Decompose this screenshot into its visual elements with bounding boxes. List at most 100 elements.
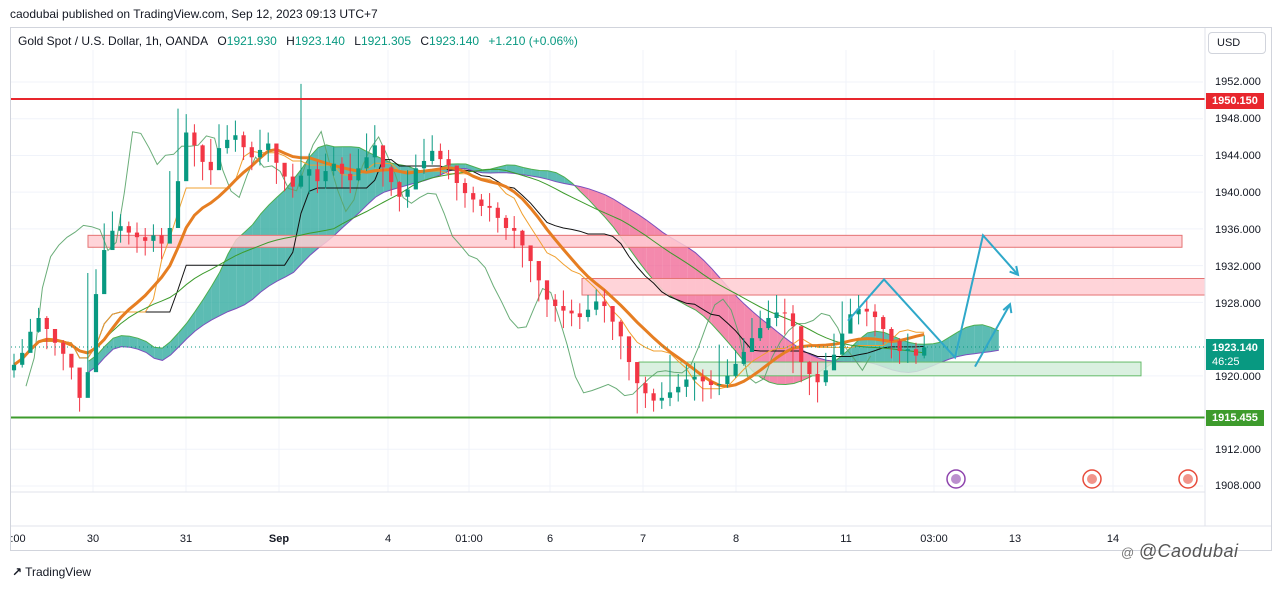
x-tick-label: 14	[1106, 533, 1120, 545]
ichimoku-cloud-segment	[547, 170, 557, 182]
forecast-path-line	[974, 303, 1011, 368]
symbol-name[interactable]: Gold Spot / U.S. Dollar, 1h, OANDA	[18, 34, 209, 48]
last-price-tag: 1923.140 46:25	[1206, 339, 1264, 370]
candle-body	[913, 349, 919, 356]
candle-body	[495, 207, 500, 218]
ichimoku-cloud-segment	[178, 322, 188, 347]
x-tick-label: 7	[639, 533, 647, 545]
watermark-icon: @	[1121, 545, 1135, 560]
candle-body	[421, 160, 427, 169]
candle-body	[307, 169, 312, 176]
candle-body	[561, 306, 566, 311]
ichimoku-cloud-segment	[982, 324, 991, 353]
candle-body	[774, 312, 779, 318]
x-tick-label: 6	[546, 533, 554, 545]
candle-body	[143, 237, 148, 241]
candle-body	[389, 167, 394, 183]
candle-body	[733, 363, 738, 376]
ichimoku-cloud-segment	[515, 165, 524, 175]
publisher-caption: caodubai published on TradingView.com, S…	[10, 7, 378, 21]
ichimoku-cloud-segment	[170, 332, 179, 356]
candle-body	[684, 379, 689, 387]
ichimoku-cloud-segment	[490, 166, 499, 174]
candle-body	[380, 145, 386, 168]
ichimoku-cloud-segment	[457, 163, 466, 169]
candle-body	[216, 148, 222, 171]
candle-body	[692, 376, 697, 380]
candle-body	[536, 261, 541, 281]
candle-body	[823, 370, 828, 383]
candle-body	[20, 352, 25, 365]
candle-body	[405, 189, 410, 197]
candle-body	[766, 317, 771, 329]
ohlc-high: H1923.140	[286, 34, 345, 48]
y-tick-label: 1908.000	[1215, 480, 1261, 492]
candle-body	[249, 147, 254, 158]
candle-body	[553, 299, 558, 307]
price-zone-rect	[87, 234, 1183, 248]
ichimoku-cloud-segment	[121, 335, 130, 348]
ichimoku-cloud-segment	[539, 170, 548, 180]
ichimoku-cloud-segment	[597, 191, 606, 218]
x-tick-label: 30	[86, 533, 100, 545]
last-price-value: 1923.140	[1212, 342, 1258, 354]
candle-body	[708, 381, 714, 385]
ichimoku-cloud-segment	[137, 338, 147, 353]
forecast-arrowhead	[1009, 265, 1020, 277]
support-price-tag: 1915.455	[1206, 410, 1264, 426]
ichimoku-cloud-segment	[679, 242, 688, 306]
candle-body	[274, 143, 279, 163]
x-tick-label: 13	[1008, 533, 1022, 545]
candle-body	[717, 384, 722, 386]
candle-body	[815, 373, 820, 383]
currency-button[interactable]: USD	[1208, 32, 1266, 54]
candle-body	[905, 349, 910, 352]
candle-body	[471, 193, 476, 200]
candle-body	[840, 333, 845, 355]
economic-event-icon	[951, 474, 961, 484]
candle-body	[503, 217, 509, 228]
candle-body	[528, 245, 533, 262]
candle-body	[594, 301, 599, 310]
candle-body	[676, 386, 681, 393]
y-tick-label: 1936.000	[1215, 224, 1261, 236]
candle-body	[462, 183, 468, 194]
candle-body	[782, 312, 787, 314]
candle-body	[848, 314, 853, 334]
ichimoku-cloud-segment	[129, 336, 138, 350]
tradingview-brand[interactable]: ↗ TradingView	[12, 565, 92, 579]
ichimoku-cloud-segment	[252, 213, 261, 300]
forecast-path-line	[847, 233, 1019, 360]
candle-body	[192, 132, 197, 146]
ichimoku-cloud-segment	[367, 151, 376, 205]
ichimoku-cloud-segment	[187, 311, 196, 339]
candle-body	[864, 308, 869, 312]
candle-body	[725, 375, 730, 385]
candle-body	[372, 145, 377, 158]
chart-frame	[10, 27, 1272, 551]
x-tick-label: 31	[179, 533, 193, 545]
candle-body	[413, 168, 418, 190]
candle-body	[585, 309, 591, 318]
candle-body	[93, 294, 99, 373]
candle-body	[831, 354, 837, 371]
x-tick-label: 8	[732, 533, 740, 545]
ichimoku-cloud-segment	[219, 254, 229, 316]
ichimoku-cloud-segment	[162, 341, 171, 361]
candle-body	[790, 313, 796, 327]
candle-body	[126, 226, 131, 233]
ichimoku-cloud-segment	[260, 204, 270, 293]
us-flag-event-icon	[1087, 474, 1097, 484]
price-zone-rect	[638, 361, 1142, 377]
ichimoku-cloud-segment	[556, 172, 565, 184]
ichimoku-cloud-segment	[203, 286, 212, 325]
candle-body	[659, 397, 664, 401]
ichimoku-cloud-segment	[236, 232, 245, 309]
candle-body	[446, 159, 451, 166]
candle-body	[61, 342, 66, 354]
candle-body	[44, 317, 49, 329]
candle-body	[241, 135, 246, 148]
bar-countdown: 46:25	[1212, 356, 1240, 368]
y-tick-label: 1948.000	[1215, 113, 1261, 125]
